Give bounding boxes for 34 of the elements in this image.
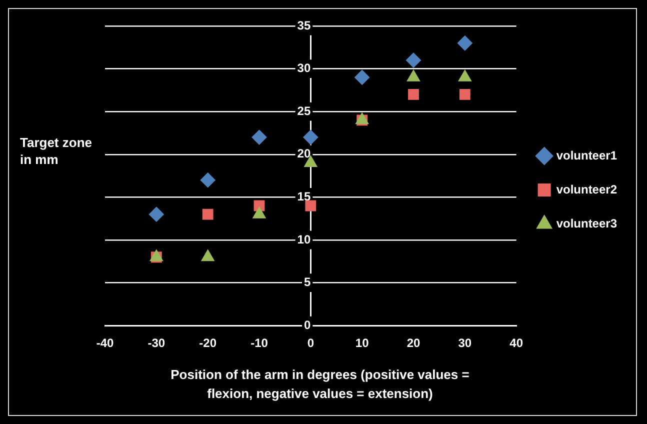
point <box>305 200 316 212</box>
point <box>303 130 318 145</box>
y-tick-label: 20 <box>297 146 311 161</box>
point <box>354 70 370 85</box>
x-tick-label: -30 <box>148 336 166 350</box>
x-tick-label: 30 <box>458 336 472 350</box>
y-tick-label: 0 <box>304 318 311 332</box>
y-tick-label: 25 <box>297 104 311 118</box>
x-tick-label: 10 <box>355 336 370 350</box>
y-tick-label: 5 <box>304 275 311 290</box>
x-tick-label: -40 <box>96 336 114 350</box>
point <box>408 89 419 100</box>
point <box>200 172 216 188</box>
y-axis-title: Target zone in mm <box>20 134 93 168</box>
y-tick-label: 30 <box>297 61 311 76</box>
point <box>148 206 164 222</box>
legend-label: volunteer2 <box>556 182 618 196</box>
x-tick-label: 20 <box>406 336 420 350</box>
point <box>201 250 214 262</box>
y-tick-label: 15 <box>297 190 311 204</box>
legend-label: volunteer3 <box>556 216 618 230</box>
x-tick-label: -20 <box>199 336 217 350</box>
point <box>457 36 472 51</box>
point <box>252 130 267 145</box>
legend-label: volunteer1 <box>556 148 618 162</box>
y-tick-label: 35 <box>297 18 311 32</box>
y-tick-label: 10 <box>297 232 311 246</box>
point <box>406 52 421 68</box>
x-tick-label: -10 <box>250 336 268 350</box>
x-tick-label: 40 <box>510 336 524 350</box>
point <box>202 208 214 220</box>
point <box>252 206 266 218</box>
point <box>459 89 470 100</box>
x-axis-title: Position of the arm in degrees (positive values = flexion, negative values = extension) <box>170 366 470 403</box>
